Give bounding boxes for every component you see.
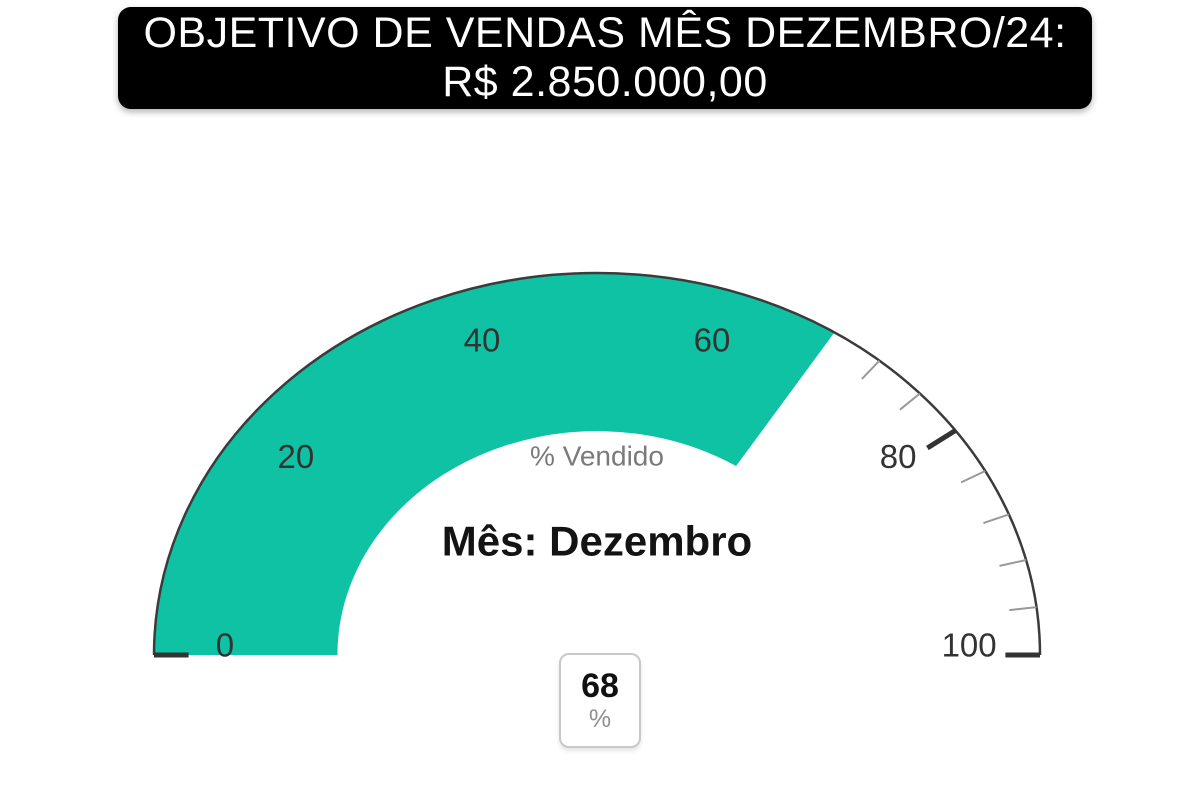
gauge-tick-label: 80	[880, 438, 917, 475]
gauge-fill-arc	[154, 273, 835, 655]
gauge-minor-tick	[899, 392, 921, 411]
gauge-minor-tick	[983, 513, 1010, 525]
gauge-value-unit: %	[588, 704, 612, 733]
gauge-value: 68	[581, 666, 619, 705]
gauge-tick-label: 40	[464, 321, 501, 358]
sales-target-title: OBJETIVO DE VENDAS MÊS DEZEMBRO/24:	[143, 9, 1067, 57]
gauge-tick-label: 0	[216, 627, 234, 664]
gauge-minor-tick	[960, 470, 986, 484]
gauge-tick-label: 100	[942, 627, 997, 664]
gauge-minor-tick	[999, 559, 1027, 567]
gauge-minor-tick	[861, 360, 881, 380]
gauge-title: % Vendido	[530, 441, 664, 472]
gauge-value-input[interactable]: 68 %	[559, 653, 641, 748]
gauge-tick-label: 60	[694, 321, 731, 358]
gauge-center-label: Mês: Dezembro	[442, 518, 752, 565]
sales-target-banner: OBJETIVO DE VENDAS MÊS DEZEMBRO/24: R$ 2…	[118, 7, 1092, 109]
gauge-tick-label: 20	[278, 438, 315, 475]
sales-target-amount: R$ 2.850.000,00	[442, 58, 768, 106]
gauge-major-tick	[926, 428, 957, 451]
gauge-minor-tick	[1009, 606, 1037, 612]
gauge-axis-arc	[152, 271, 1042, 656]
